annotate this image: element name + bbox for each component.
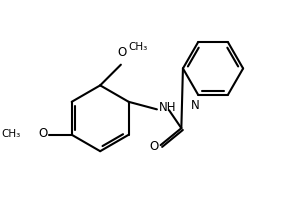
Text: N: N xyxy=(191,99,200,112)
Text: O: O xyxy=(117,46,126,59)
Text: CH₃: CH₃ xyxy=(2,129,21,139)
Text: O: O xyxy=(38,127,47,140)
Text: CH₃: CH₃ xyxy=(128,42,148,52)
Text: O: O xyxy=(149,140,159,153)
Text: NH: NH xyxy=(159,101,176,114)
